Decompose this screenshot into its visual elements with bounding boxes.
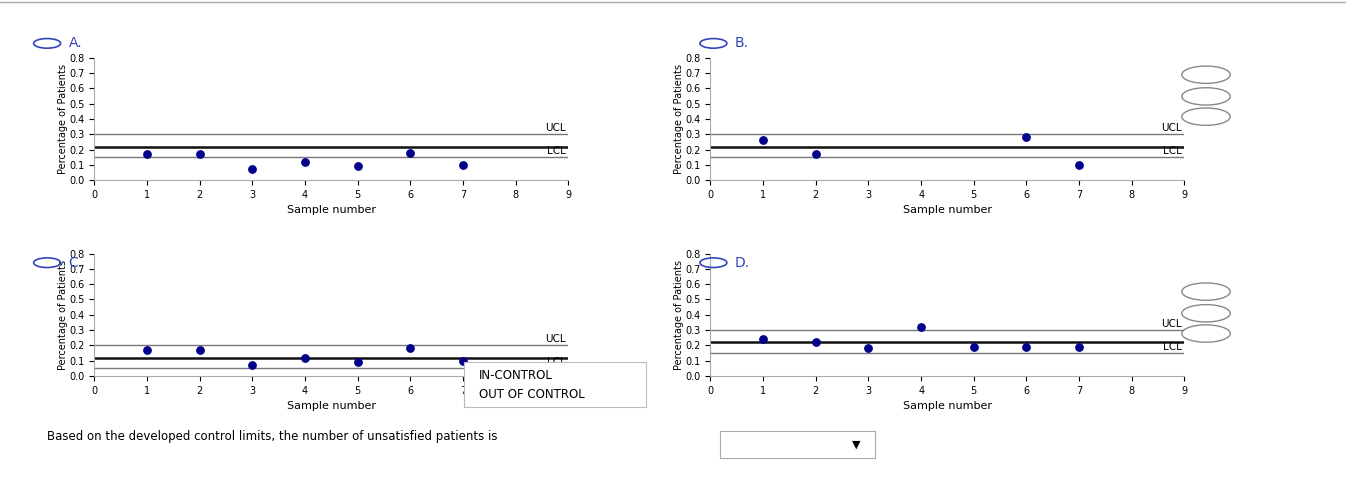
Text: UCL: UCL (1162, 123, 1182, 133)
Text: Based on the developed control limits, the number of unsatisfied patients is: Based on the developed control limits, t… (47, 430, 498, 442)
Text: C.: C. (69, 255, 82, 270)
Point (1069, 161, 1090, 169)
X-axis label: Sample number: Sample number (287, 401, 376, 411)
X-axis label: Sample number: Sample number (287, 205, 376, 215)
Point (136, 150, 157, 158)
Text: A.: A. (69, 36, 82, 51)
Point (400, 345, 421, 352)
Point (752, 136, 774, 144)
Point (188, 150, 210, 158)
Text: UCL: UCL (545, 123, 565, 133)
Point (452, 357, 474, 364)
Text: D.: D. (735, 255, 750, 270)
X-axis label: Sample number: Sample number (903, 401, 992, 411)
Point (188, 346, 210, 354)
Point (241, 362, 262, 369)
Text: UCL: UCL (1162, 319, 1182, 329)
Point (452, 161, 474, 169)
Point (805, 150, 826, 158)
Point (295, 354, 316, 362)
X-axis label: Sample number: Sample number (903, 205, 992, 215)
Text: B.: B. (735, 36, 748, 51)
Text: IN-CONTROL: IN-CONTROL (479, 369, 553, 382)
Point (347, 162, 369, 170)
Point (752, 335, 774, 343)
Y-axis label: Percentage of Patients: Percentage of Patients (674, 64, 684, 174)
Text: UCL: UCL (545, 334, 565, 344)
Point (1016, 134, 1038, 141)
Text: LCL: LCL (546, 357, 565, 367)
Point (347, 358, 369, 366)
Y-axis label: Percentage of Patients: Percentage of Patients (58, 260, 67, 370)
Point (857, 345, 879, 352)
Point (1016, 343, 1038, 351)
Point (910, 323, 931, 331)
Text: OUT OF CONTROL: OUT OF CONTROL (479, 388, 584, 401)
Point (962, 343, 984, 351)
Text: LCL: LCL (1163, 342, 1182, 352)
Point (295, 158, 316, 166)
Text: ▼: ▼ (852, 440, 860, 450)
Point (136, 346, 157, 354)
Point (400, 149, 421, 157)
Text: LCL: LCL (1163, 146, 1182, 156)
Point (241, 166, 262, 174)
Y-axis label: Percentage of Patients: Percentage of Patients (674, 260, 684, 370)
Point (1069, 343, 1090, 351)
Point (805, 338, 826, 346)
Y-axis label: Percentage of Patients: Percentage of Patients (58, 64, 67, 174)
Text: LCL: LCL (546, 146, 565, 156)
